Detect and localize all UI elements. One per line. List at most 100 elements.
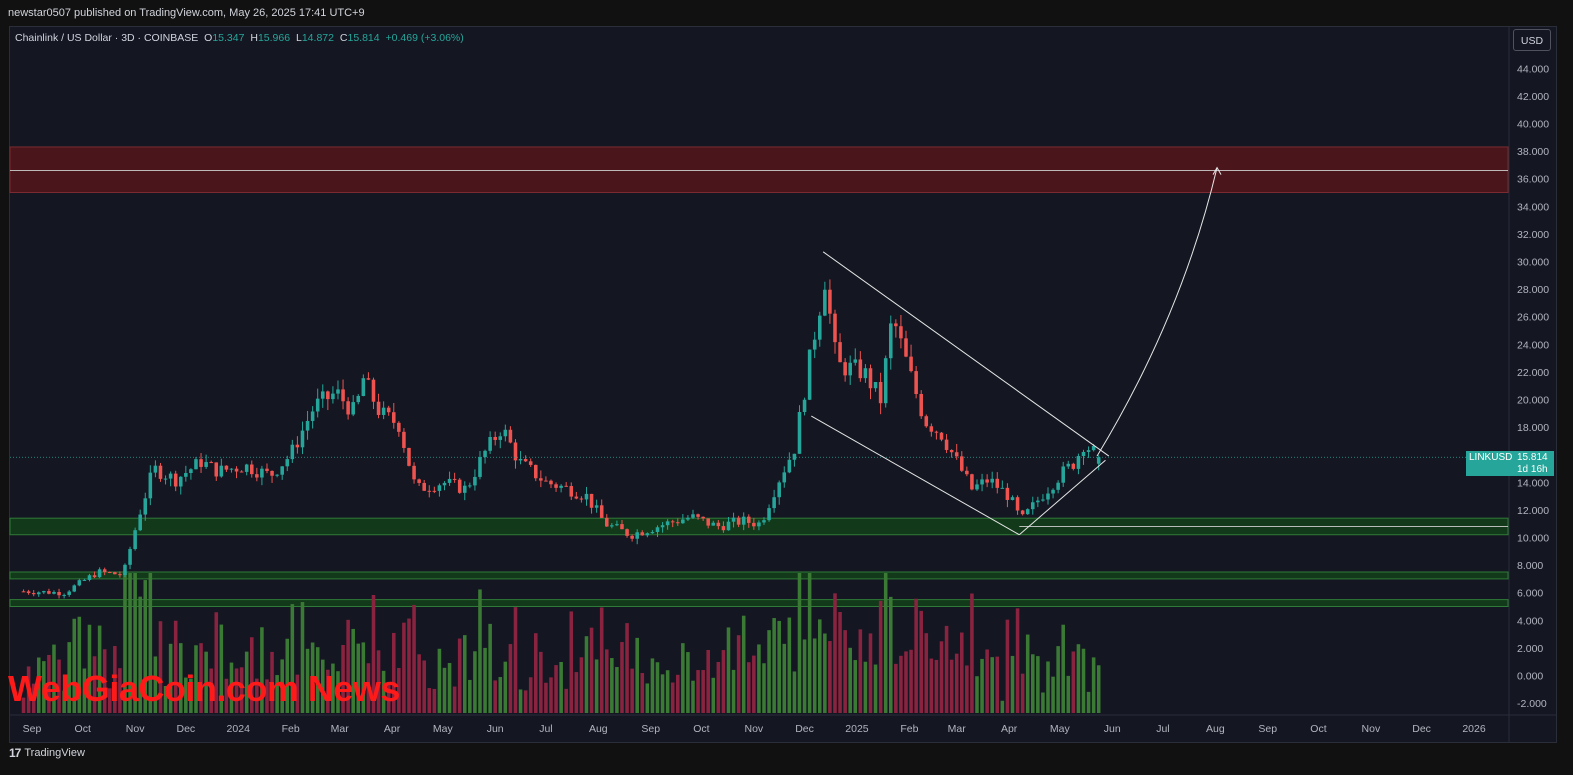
volume-bar — [234, 668, 239, 713]
candle-body — [1036, 500, 1040, 503]
volume-bar — [919, 610, 923, 713]
volume-bar — [249, 637, 254, 713]
x-tick-label: Sep — [641, 723, 660, 735]
candle-body — [904, 338, 908, 357]
candle-body — [665, 521, 670, 526]
y-tick-label: 42.000 — [1517, 91, 1549, 103]
candle-body — [260, 468, 264, 478]
volume-bar — [594, 659, 599, 713]
candle-body — [356, 395, 361, 403]
volume-bar — [397, 667, 401, 713]
candle-body — [290, 444, 295, 460]
y-tick-label: 40.000 — [1517, 119, 1549, 131]
volume-bar — [184, 677, 188, 713]
volume-bar — [914, 598, 918, 713]
volume-bar — [650, 658, 655, 713]
candle-body — [87, 575, 92, 580]
volume-bar — [1081, 648, 1086, 713]
volume-bar — [584, 636, 589, 713]
footer-brand-label: TradingView — [24, 747, 85, 759]
price-tag-symbol: LINKUSD — [1469, 452, 1513, 463]
volume-bar — [285, 638, 290, 713]
y-tick-label: 44.000 — [1517, 63, 1549, 75]
volume-bar — [828, 641, 832, 713]
x-tick-label: Mar — [948, 723, 967, 735]
volume-bar — [929, 658, 934, 713]
volume-bar — [229, 662, 234, 713]
candle-body — [518, 459, 523, 461]
candle-body — [209, 462, 213, 464]
candle-body — [954, 452, 959, 457]
volume-bar — [214, 612, 219, 713]
volume-bar — [523, 690, 528, 713]
volume-bar — [326, 669, 330, 713]
candle-body — [650, 532, 655, 534]
volume-bar — [31, 683, 36, 713]
volume-bar — [290, 604, 295, 713]
candle-body — [833, 313, 837, 343]
candle-body — [1081, 451, 1086, 457]
x-tick-label: Feb — [900, 723, 918, 735]
candle-body — [427, 490, 432, 492]
volume-bar — [630, 668, 634, 713]
volume-bar — [736, 635, 741, 713]
volume-bar — [341, 645, 345, 713]
candle-body — [168, 473, 173, 479]
volume-bar — [82, 668, 87, 713]
candle-body — [523, 459, 528, 462]
candle-body — [812, 339, 817, 350]
volume-bar — [488, 623, 492, 713]
x-tick-label: Nov — [745, 723, 764, 735]
candle-body — [843, 362, 847, 376]
chart-frame[interactable] — [9, 26, 1557, 743]
candle-body — [437, 485, 442, 491]
candle-body — [52, 591, 56, 594]
volume-bar — [427, 688, 432, 713]
candle-body — [777, 482, 781, 498]
candle-body — [599, 505, 604, 518]
volume-bar — [960, 632, 964, 713]
candle-body — [57, 591, 61, 596]
volume-bar — [255, 678, 259, 713]
volume-bar — [899, 655, 903, 713]
candle-body — [594, 505, 599, 508]
x-tick-label: Feb — [282, 723, 300, 735]
candle-body — [138, 514, 142, 531]
volume-bar — [138, 596, 142, 713]
candle-body — [442, 482, 447, 486]
volume-bar — [118, 668, 122, 713]
volume-bar — [554, 665, 558, 713]
volume-bar — [336, 671, 340, 713]
volume-bar — [305, 648, 310, 713]
volume-bar — [894, 663, 898, 713]
candle-body — [726, 521, 731, 531]
currency-button[interactable]: USD — [1513, 29, 1551, 51]
volume-bar — [691, 680, 695, 713]
legend-change: +0.469 (+3.06%) — [385, 32, 464, 44]
candle-body — [351, 402, 355, 415]
candle-body — [873, 382, 878, 389]
volume-bar — [189, 678, 193, 713]
candle-body — [615, 524, 619, 526]
volume-bar — [102, 649, 107, 713]
volume-bar — [62, 690, 66, 713]
volume-bar — [559, 662, 563, 713]
footer-brand[interactable]: 17 TradingView — [9, 746, 85, 760]
volume-bar — [468, 679, 472, 713]
candle-body — [924, 416, 929, 427]
volume-bar — [1020, 673, 1025, 713]
candle-body — [1086, 450, 1091, 452]
x-tick-label: Jul — [539, 723, 552, 735]
volume-bar — [696, 670, 700, 713]
volume-bar — [295, 674, 300, 713]
candle-body — [417, 479, 421, 483]
candle-body — [199, 459, 203, 467]
volume-bar — [599, 607, 604, 713]
candle-body — [397, 422, 401, 432]
candle-body — [675, 522, 680, 524]
y-tick-label: 34.000 — [1517, 201, 1549, 213]
legend-title: Chainlink / US Dollar · 3D · COINBASE — [15, 32, 199, 44]
candle-body — [574, 496, 579, 499]
candle-body — [1031, 502, 1035, 510]
